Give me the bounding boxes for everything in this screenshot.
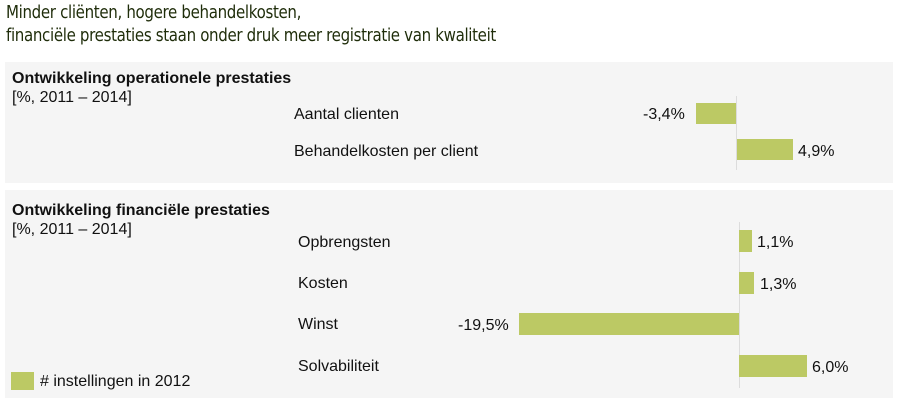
- bar-behandelkosten-per-client: [737, 139, 793, 160]
- category-label: Opbrengsten: [298, 234, 391, 251]
- bar-opbrengsten: [739, 230, 752, 252]
- panel-subtitle: [%, 2011 – 2014]: [12, 221, 132, 238]
- value-label: -3,4%: [643, 106, 685, 123]
- bar-winst: [519, 313, 739, 335]
- panel-subtitle: [%, 2011 – 2014]: [12, 89, 132, 106]
- value-label: 4,9%: [798, 143, 835, 160]
- value-label: -19,5%: [458, 317, 509, 334]
- chart-title: Minder cliënten, hogere behandelkosten, …: [6, 2, 496, 48]
- value-label: 6,0%: [812, 359, 849, 376]
- bar-kosten: [739, 272, 754, 294]
- category-label: Kosten: [298, 275, 348, 292]
- value-label: 1,1%: [757, 234, 794, 251]
- operational-performance-panel: Ontwikkeling operationele prestaties [%,…: [5, 62, 893, 183]
- chart-title-line-2: financiële prestaties staan onder druk m…: [6, 26, 496, 46]
- legend-swatch: [11, 372, 34, 390]
- bar-aantal-clienten: [696, 103, 736, 124]
- bar-solvabiliteit: [739, 355, 807, 377]
- panel-title: Ontwikkeling financiële prestaties: [12, 202, 270, 219]
- chart-title-line-1: Minder cliënten, hogere behandelkosten,: [6, 3, 302, 23]
- category-label: Winst: [298, 316, 338, 333]
- category-label: Behandelkosten per client: [294, 143, 479, 160]
- value-label: 1,3%: [760, 276, 797, 293]
- legend-label: # instellingen in 2012: [40, 373, 191, 390]
- panel-title: Ontwikkeling operationele prestaties: [12, 70, 292, 87]
- category-label: Aantal clienten: [294, 106, 399, 123]
- zero-axis-line: [739, 222, 740, 388]
- zero-axis-line: [736, 96, 737, 170]
- category-label: Solvabiliteit: [298, 358, 379, 375]
